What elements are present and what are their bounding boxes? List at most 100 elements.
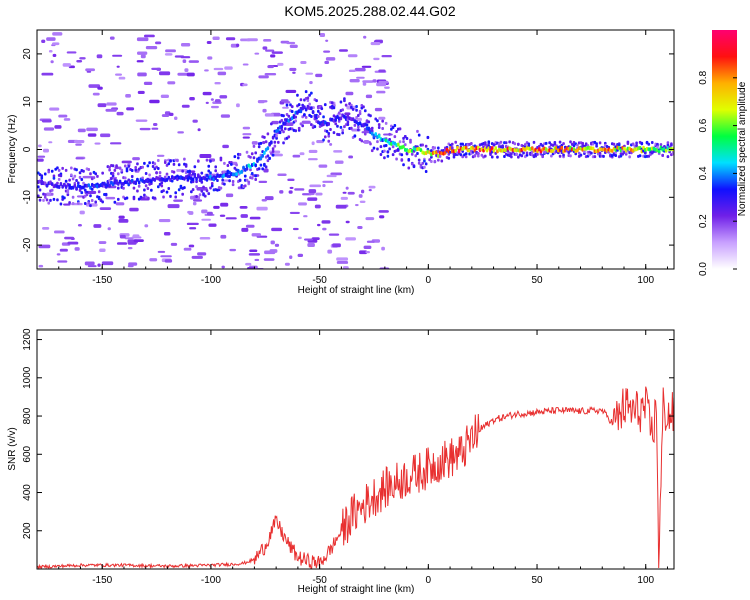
spectrogram-cell bbox=[341, 108, 344, 112]
spectrogram-cell bbox=[193, 174, 197, 179]
spectrogram-cell bbox=[285, 103, 289, 107]
spectrogram-cell bbox=[59, 174, 63, 178]
spectrogram-cell bbox=[117, 197, 120, 201]
spectrogram-cell bbox=[536, 152, 539, 156]
spectrogram-cell bbox=[356, 76, 365, 79]
spectrogram-cell bbox=[111, 174, 115, 178]
spectrogram-cell bbox=[388, 137, 391, 141]
spectrogram-cell bbox=[117, 172, 120, 176]
spectrogram-marks bbox=[37, 32, 674, 269]
spectrogram-cell bbox=[121, 160, 132, 164]
spectrogram-cell bbox=[127, 247, 133, 250]
spectrogram-cell bbox=[70, 173, 73, 177]
spectrogram-cell bbox=[212, 36, 220, 40]
spectrogram-cell bbox=[101, 261, 114, 266]
spectrogram-cell bbox=[176, 159, 179, 163]
spectrogram-cell bbox=[96, 174, 99, 178]
spectrogram-cell bbox=[157, 185, 160, 189]
spectrogram-cell bbox=[664, 148, 668, 153]
snr-y-tick-label: 200 bbox=[22, 522, 33, 539]
spectrogram-cell bbox=[591, 146, 595, 151]
spectrogram-cell bbox=[143, 34, 155, 38]
spectrogram-cell bbox=[287, 135, 291, 139]
spectrogram-cell bbox=[90, 187, 94, 191]
spectrogram-cell bbox=[410, 152, 414, 156]
spectrogram-cell bbox=[57, 185, 61, 190]
spectrogram-cell bbox=[197, 252, 207, 256]
spectrogram-cell bbox=[167, 186, 171, 190]
colorbar-tick-label: 0.6 bbox=[698, 118, 709, 132]
spectrogram-cell bbox=[200, 189, 204, 193]
spectrogram-cell bbox=[437, 146, 440, 150]
spectrogram-cell bbox=[377, 123, 381, 127]
spectrogram-cell bbox=[233, 155, 237, 159]
spectrogram-cell bbox=[349, 78, 360, 83]
spectrogram-cell bbox=[670, 143, 673, 147]
spectrogram-cell bbox=[360, 139, 364, 143]
spectrogram-cell bbox=[381, 119, 384, 123]
spectrogram-cell bbox=[145, 46, 158, 50]
spectrogram-cell bbox=[167, 81, 176, 85]
spectrogram-cell bbox=[635, 141, 638, 145]
spectrogram-y-tick-label: -20 bbox=[22, 237, 33, 252]
spectrogram-cell bbox=[367, 120, 371, 124]
spectrogram-cell bbox=[379, 145, 383, 149]
spectrogram-cell bbox=[294, 119, 298, 123]
spectrogram-cell bbox=[336, 261, 349, 264]
spectrogram-cell bbox=[250, 171, 254, 175]
spectrogram-cell bbox=[247, 180, 251, 184]
spectrogram-cell bbox=[322, 180, 334, 183]
spectrogram-cell bbox=[616, 148, 619, 152]
spectrogram-cell bbox=[299, 98, 303, 102]
spectrogram-cell bbox=[405, 151, 409, 155]
spectrogram-cell bbox=[541, 144, 544, 148]
spectrogram-cell bbox=[365, 94, 373, 99]
spectrogram-cell bbox=[264, 196, 274, 201]
spectrogram-cell bbox=[323, 50, 331, 53]
spectrogram-cell bbox=[424, 170, 428, 174]
spectrogram-cell bbox=[38, 188, 42, 192]
spectrogram-cell bbox=[117, 186, 120, 190]
spectrogram-cell bbox=[205, 158, 209, 162]
spectrogram-cell bbox=[376, 147, 379, 151]
spectrogram-cell bbox=[87, 183, 91, 188]
spectrogram-cell bbox=[353, 123, 357, 127]
spectrogram-cell bbox=[122, 186, 125, 190]
spectrogram-cell bbox=[263, 258, 275, 261]
spectrogram-cell bbox=[289, 44, 298, 49]
spectrogram-cell bbox=[82, 175, 94, 179]
spectrogram-cell bbox=[208, 223, 217, 227]
spectrogram-cell bbox=[355, 108, 358, 112]
spectrogram-cell bbox=[52, 32, 63, 36]
spectrogram-cell bbox=[379, 215, 385, 219]
spectrogram-cell bbox=[157, 167, 160, 171]
spectrogram-cell bbox=[391, 153, 395, 157]
spectrogram-cell bbox=[242, 63, 249, 66]
spectrogram-cell bbox=[97, 86, 103, 90]
spectrogram-cell bbox=[73, 174, 77, 178]
spectrogram-cell bbox=[63, 203, 71, 206]
spectrogram-x-tick-label: 50 bbox=[531, 275, 543, 286]
spectrogram-cell bbox=[345, 220, 350, 224]
spectrogram-cell bbox=[383, 156, 386, 160]
spectrogram-cell bbox=[487, 140, 491, 144]
spectrogram-cell bbox=[206, 40, 212, 44]
spectrogram-cell bbox=[96, 54, 103, 59]
spectrogram-cell bbox=[43, 172, 47, 176]
spectrogram-cell bbox=[132, 157, 140, 161]
spectrogram-cell bbox=[77, 201, 80, 205]
spectrogram-cell bbox=[305, 72, 314, 75]
spectrogram-cell bbox=[160, 181, 164, 185]
spectrogram-cell bbox=[220, 202, 229, 207]
spectrogram-cell bbox=[207, 164, 211, 168]
spectrogram-cell bbox=[421, 161, 424, 165]
spectrogram-cell bbox=[204, 69, 209, 72]
spectrogram-cell bbox=[384, 121, 388, 125]
spectrogram-cell bbox=[363, 140, 370, 144]
spectrogram-cell bbox=[327, 249, 333, 254]
spectrogram-cell bbox=[265, 49, 275, 52]
spectrogram-cell bbox=[75, 186, 78, 191]
spectrogram-cell bbox=[132, 186, 136, 190]
spectrogram-cell bbox=[56, 166, 59, 170]
spectrogram-cell bbox=[41, 72, 54, 76]
